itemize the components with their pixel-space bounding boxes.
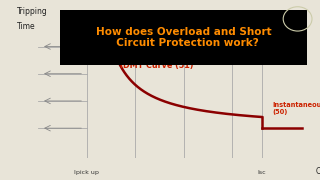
Text: IDMT Curve (51): IDMT Curve (51) <box>120 61 193 70</box>
Text: Time: Time <box>17 22 36 31</box>
Text: Instantaneous
(50): Instantaneous (50) <box>272 102 320 115</box>
Text: Isc: Isc <box>257 170 266 175</box>
Text: Tripping: Tripping <box>17 7 48 16</box>
Text: Ipick up: Ipick up <box>74 170 99 175</box>
FancyBboxPatch shape <box>60 10 307 65</box>
Text: Current: Current <box>315 167 320 176</box>
Text: How does Overload and Short
  Circuit Protection work?: How does Overload and Short Circuit Prot… <box>96 27 271 48</box>
